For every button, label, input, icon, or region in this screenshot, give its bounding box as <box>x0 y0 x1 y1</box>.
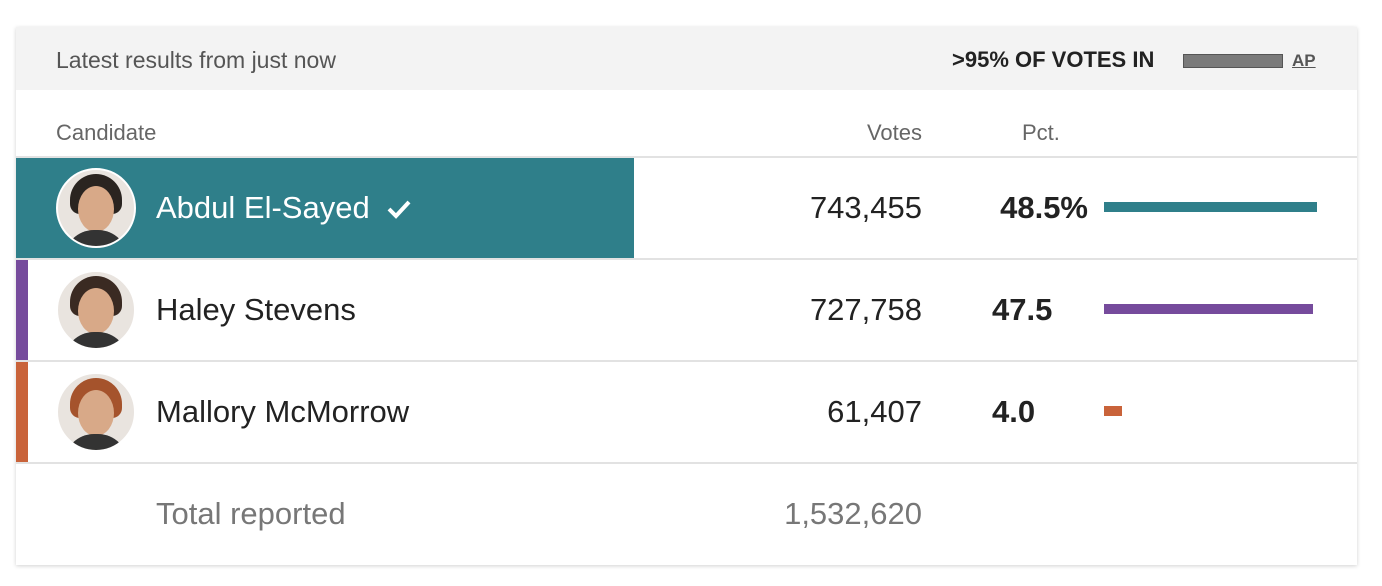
candidate-row: Haley Stevens 727,758 47.5 <box>16 258 1357 360</box>
photo-body <box>64 332 128 348</box>
pct: 48.5% <box>1000 190 1088 225</box>
column-header: Votes <box>866 120 922 145</box>
candidate-photo <box>56 168 136 248</box>
photo-face <box>78 390 114 436</box>
color-strip <box>16 260 28 360</box>
total-votes: 1,532,620 <box>784 496 922 531</box>
votes: 61,407 <box>827 394 922 429</box>
source-link[interactable]: AP <box>1292 51 1316 70</box>
candidate-row: Mallory McMorrow 61,407 4.0 <box>16 360 1357 462</box>
votes: 727,758 <box>809 292 922 327</box>
candidate-row: Abdul El-Sayed 743,455 48.5% <box>16 156 1357 258</box>
winner-check <box>387 200 411 219</box>
card-header: Latest results from just now >95% OF VOT… <box>16 27 1357 90</box>
candidate-name: Mallory McMorrow <box>156 394 410 429</box>
reporting: >95% OF VOTES IN <box>952 47 1155 72</box>
candidate-name: Abdul El-Sayed <box>156 190 370 225</box>
pct-bar <box>1104 304 1313 314</box>
total-row: Total reported 1,532,620 <box>16 462 1357 564</box>
progress-bar <box>1183 54 1283 68</box>
photo-body <box>64 434 128 450</box>
pct: 4.0 <box>992 394 1036 429</box>
color-strip <box>16 362 28 462</box>
photo-face <box>78 186 114 232</box>
status: Latest results from just now <box>56 47 336 73</box>
column-header: Candidate <box>56 120 157 145</box>
total-label: Total reported <box>156 496 346 531</box>
photo-face <box>78 288 114 334</box>
candidate-name: Haley Stevens <box>156 292 356 327</box>
pct: 47.5 <box>992 292 1053 327</box>
photo-body <box>64 230 128 246</box>
candidate-photo <box>56 372 136 452</box>
results-card: Latest results from just now >95% OF VOT… <box>16 27 1357 565</box>
votes: 743,455 <box>809 190 922 225</box>
pct-bar <box>1104 202 1318 212</box>
column-header: Pct. <box>1022 120 1060 145</box>
candidate-photo <box>56 270 136 350</box>
pct-bar <box>1104 406 1122 416</box>
